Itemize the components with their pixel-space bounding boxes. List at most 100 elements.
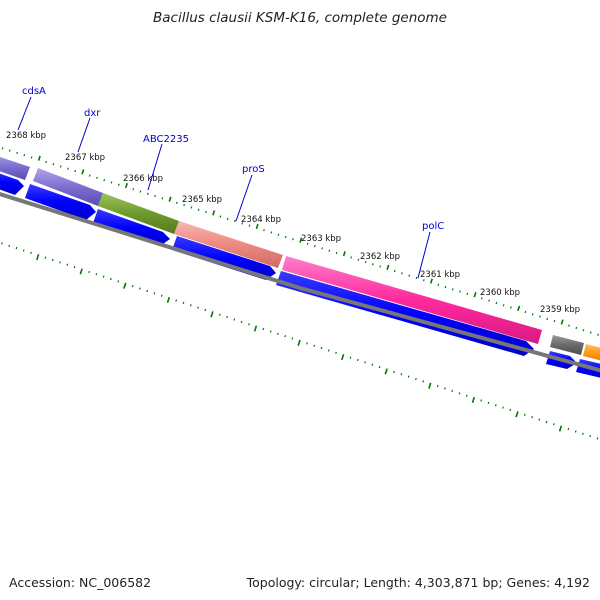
minor-tick (459, 290, 461, 293)
feature-band-purple-2 (33, 168, 103, 206)
minor-tick (422, 380, 425, 383)
minor-tick (8, 149, 11, 152)
minor-tick (458, 392, 461, 395)
major-tick (558, 425, 563, 432)
scale-labels: 2368 kbp 2367 kbp 2366 kbp 2365 kbp 2364… (6, 131, 580, 315)
minor-tick (364, 260, 367, 264)
minor-tick (510, 306, 512, 309)
minor-tick (444, 387, 446, 390)
minor-tick (357, 258, 360, 261)
minor-tick (110, 277, 112, 281)
minor-tick (393, 270, 396, 273)
minor-tick (379, 265, 382, 268)
minor-tick (146, 289, 149, 293)
cds-arrow (172, 236, 276, 280)
minor-tick (589, 331, 592, 334)
minor-tick (234, 219, 236, 223)
major-tick (342, 251, 346, 257)
minor-tick (197, 208, 200, 211)
gene-label-ABC2235: ABC2235 (143, 134, 189, 145)
minor-tick (422, 279, 425, 282)
minor-tick (277, 233, 280, 236)
minor-tick (378, 366, 381, 369)
minor-tick (96, 176, 98, 179)
minor-tick (596, 437, 599, 440)
scale-tick-row-outer (1, 147, 599, 336)
minor-tick (291, 337, 294, 340)
minor-tick (241, 222, 244, 225)
minor-tick (73, 266, 76, 269)
genome-stats-text: Topology: circular; Length: 4,303,871 bp… (246, 575, 590, 590)
minor-tick (495, 301, 498, 305)
minor-tick (436, 385, 439, 388)
minor-tick (545, 420, 548, 424)
minor-tick (182, 301, 185, 304)
minor-tick (263, 229, 265, 232)
minor-tick (183, 204, 185, 207)
minor-tick (175, 299, 178, 302)
minor-tick (408, 274, 411, 277)
minor-tick (161, 197, 164, 200)
minor-tick (451, 389, 454, 393)
minor-tick (74, 169, 77, 173)
gene-label-leaders (17, 96, 431, 279)
minor-tick (523, 413, 526, 416)
minor-tick (45, 160, 47, 164)
minor-tick (524, 310, 527, 314)
major-tick (429, 278, 433, 284)
scale-label: 2363 kbp (301, 234, 341, 244)
scale-label: 2367 kbp (65, 153, 105, 163)
major-tick (255, 223, 259, 230)
minor-tick (466, 292, 469, 295)
minor-tick (233, 318, 236, 321)
feature-band-olive (98, 193, 179, 234)
minor-tick (204, 308, 207, 312)
scale-label: 2361 kbp (420, 270, 460, 280)
major-tick (517, 305, 521, 311)
minor-tick (16, 151, 18, 154)
minor-tick (270, 231, 273, 234)
minor-tick (66, 263, 69, 266)
gene-label-polC: polC (422, 221, 444, 232)
minor-tick (88, 270, 90, 274)
major-tick (297, 339, 301, 346)
leader-line-cdsA (17, 96, 32, 131)
cds-arrow (0, 173, 24, 195)
minor-tick (372, 263, 374, 266)
minor-tick (226, 217, 229, 220)
scale-label: 2364 kbp (241, 215, 281, 225)
major-tick (341, 354, 345, 361)
major-tick (473, 292, 477, 298)
minor-tick (320, 346, 323, 350)
minor-tick (67, 167, 69, 170)
minor-tick (327, 349, 330, 352)
minor-tick (52, 163, 55, 166)
scale-label: 2362 kbp (360, 252, 400, 262)
minor-tick (509, 408, 512, 412)
minor-tick (248, 224, 251, 227)
minor-tick (364, 361, 366, 364)
cds-arrow (93, 209, 170, 246)
major-tick (210, 311, 214, 318)
major-tick (36, 254, 40, 261)
minor-tick (502, 406, 504, 409)
major-tick (471, 396, 476, 404)
minor-tick (131, 285, 134, 288)
minor-tick (1, 242, 3, 245)
leader-line-proS (235, 174, 253, 222)
major-tick (386, 264, 390, 271)
minor-tick (59, 261, 61, 264)
minor-tick (401, 272, 403, 275)
minor-tick (538, 418, 541, 421)
minor-tick (415, 377, 417, 381)
major-tick (253, 325, 258, 332)
minor-tick (23, 154, 26, 157)
cds-arrow (25, 184, 96, 220)
minor-tick (415, 276, 418, 280)
minor-tick (350, 256, 352, 259)
minor-tick (575, 326, 578, 330)
feature-band-orange (583, 344, 600, 361)
minor-tick (502, 304, 505, 307)
minor-tick (531, 416, 533, 419)
minor-tick (306, 342, 308, 345)
